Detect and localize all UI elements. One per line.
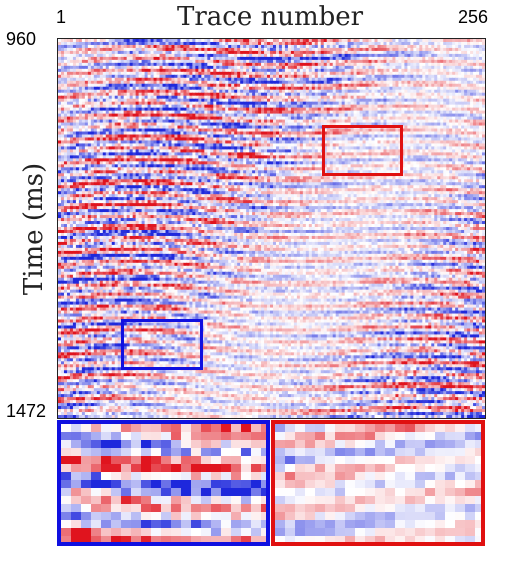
red-zoom-region-box — [322, 125, 403, 176]
y-tick-start: 960 — [6, 29, 37, 49]
x-tick-start: 1 — [56, 7, 67, 27]
blue-inset-amplitude-field — [61, 424, 266, 542]
x-axis-title: Trace number — [177, 2, 364, 32]
y-tick-end: 1472 — [6, 401, 47, 421]
red-zoom-inset — [271, 420, 485, 546]
seismic-amplitude-field — [58, 39, 485, 418]
red-inset-amplitude-field — [275, 424, 481, 542]
seismic-section-image — [57, 38, 486, 419]
blue-zoom-inset — [57, 420, 270, 546]
x-tick-end: 256 — [458, 7, 489, 27]
blue-zoom-region-box — [121, 319, 203, 370]
y-axis-title: Time (ms) — [19, 162, 49, 296]
